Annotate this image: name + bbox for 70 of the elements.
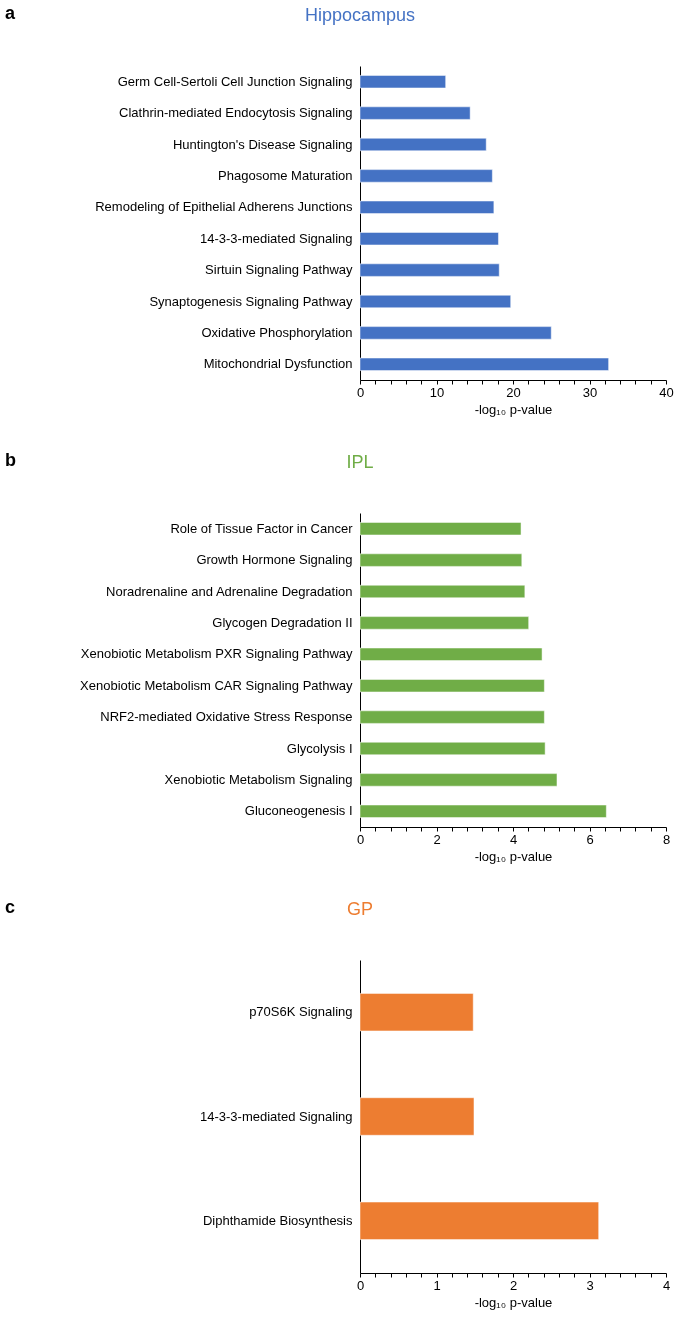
bar [359,522,522,536]
bar [359,553,523,567]
bar [359,584,526,599]
text: b [5,450,16,470]
bar [359,773,558,787]
bar [359,200,495,214]
bar [359,326,552,340]
y-tick-label: Huntington's Disease Signaling [172,136,353,152]
x-tick-label: 0 [356,1277,365,1293]
bar [359,1201,599,1240]
x-tick-label: 6 [586,831,594,847]
y-tick-label: p70S6K Signaling [249,1004,353,1020]
bar [359,616,529,630]
x-tick-label: 40 [659,384,674,400]
y-tick-label: 14-3-3-mediated Signaling [200,230,353,246]
chart-title: IPL [346,452,374,472]
y-tick-label: Xenobiotic Metabolism Signaling [164,771,353,787]
y-tick-label: Role of Tissue Factor in Cancer [170,520,354,536]
chart-title: Hippocampus [304,5,416,25]
y-tick-label: Glycogen Degradation II [212,614,353,630]
y-tick-label: Gluconeogenesis I [244,803,353,819]
x-tick-label: 4 [509,831,518,847]
bar [359,710,545,724]
x-tick-label: 4 [662,1277,671,1293]
x-tick-label: 30 [582,384,598,400]
y-tick-label: Xenobiotic Metabolism CAR Signaling Pathway [80,677,353,693]
y-tick-label: Diphthamide Biosynthesis [202,1212,353,1228]
x-tick-label: 1 [433,1277,441,1293]
text: c [5,897,16,917]
y-tick-label: Germ Cell-Sertoli Cell Junction Signaling [117,73,353,89]
bar [359,294,511,309]
bar [359,741,546,756]
y-tick-label: Growth Hormone Signaling [196,552,353,568]
x-axis-title: -log₁₀ p-value [474,401,553,417]
x-tick-label: 0 [356,831,365,847]
y-tick-label: Synaptogenesis Signaling Pathway [149,293,353,309]
bar [359,75,446,89]
y-tick-label: Mitochondrial Dysfunction [203,356,353,372]
x-tick-label: 8 [662,831,671,847]
y-tick-label: Glycolysis I [286,740,353,756]
y-tick-label: NRF2-mediated Oxidative Stress Response [100,709,353,725]
y-tick-label: Sirtuin Signaling Pathway [205,262,353,278]
chart-title: GP [346,899,374,919]
x-axis-title: -log₁₀ p-value [474,848,553,864]
bar [359,647,543,661]
x-tick-label: 2 [509,1277,518,1293]
text: a [5,3,16,23]
x-axis-title: -log₁₀ p-value [474,1294,553,1310]
bar [359,357,609,371]
x-tick-label: 0 [356,384,365,400]
y-tick-label: Xenobiotic Metabolism PXR Signaling Pathway [80,646,353,662]
x-tick-label: 20 [506,384,521,400]
x-tick-label: 3 [586,1277,594,1293]
y-tick-label: Remodeling of Epithelial Adherens Junctions [95,199,353,215]
bar [359,137,487,152]
x-tick-label: 2 [433,831,441,847]
x-tick-label: 10 [429,384,445,400]
y-tick-label: Phagosome Maturation [218,167,353,183]
y-tick-label: Clathrin-mediated Endocytosis Signaling [119,105,353,121]
bar [359,263,500,277]
y-tick-label: Oxidative Phosphorylation [201,324,353,340]
bar [359,1097,475,1136]
bar [359,232,499,246]
bar [359,169,493,183]
bar [359,679,545,693]
bar [359,106,471,120]
bar [359,993,474,1032]
bar [359,804,607,818]
y-tick-label: Noradrenaline and Adrenaline Degradation [106,583,353,599]
y-tick-label: 14-3-3-mediated Signaling [200,1108,353,1124]
